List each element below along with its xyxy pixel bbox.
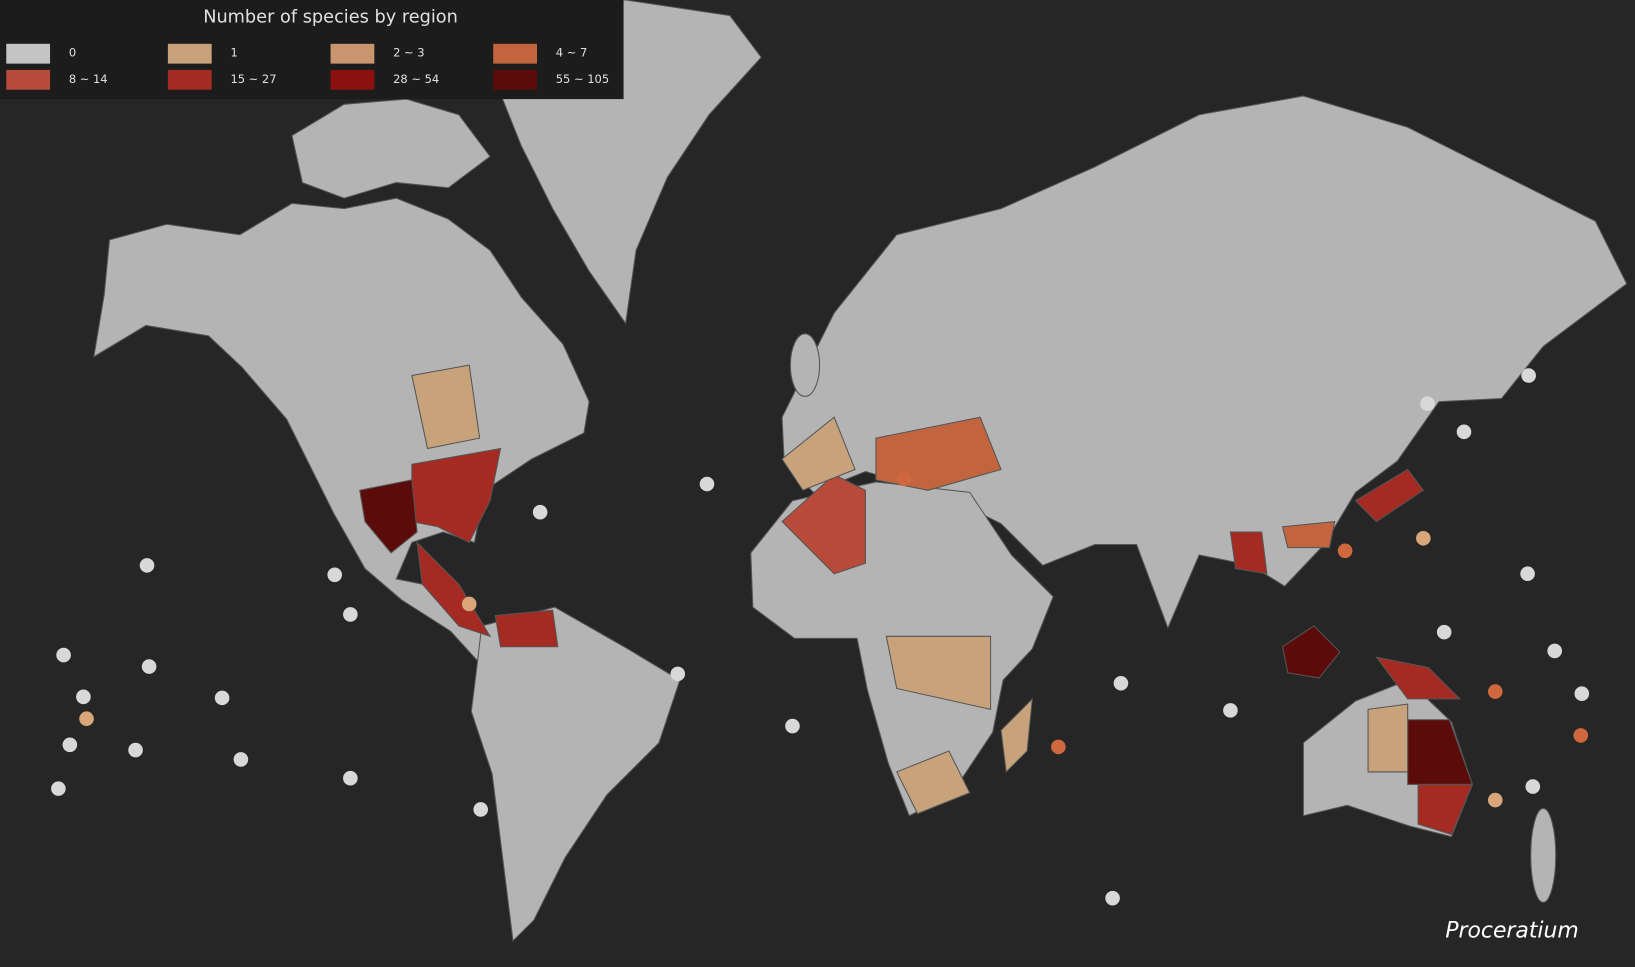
south-america <box>470 606 681 943</box>
region <box>875 416 1002 491</box>
uk <box>789 333 821 397</box>
region <box>1229 531 1268 575</box>
legend-swatch <box>6 69 51 90</box>
dot <box>56 647 71 663</box>
dot <box>1436 624 1452 640</box>
dot <box>1420 396 1435 412</box>
japan <box>1354 468 1425 523</box>
legend: 0 1 2 ~ 3 4 ~ 7 8 ~ 14 15 ~ 27 28 ~ 54 55 ~ 105 <box>6 43 609 90</box>
legend-label: 0 <box>69 46 76 60</box>
dot <box>532 504 548 520</box>
region <box>781 416 856 491</box>
north-america <box>93 197 590 667</box>
legend-label: 1 <box>230 46 237 60</box>
dot <box>1574 686 1590 701</box>
dot <box>1416 530 1431 546</box>
region <box>781 474 866 575</box>
dot <box>461 596 477 612</box>
dot <box>343 770 358 786</box>
genus-label: Proceratium <box>1445 919 1578 944</box>
dot <box>128 742 143 758</box>
region <box>411 364 481 450</box>
dot <box>214 690 230 706</box>
legend-swatch <box>493 43 538 64</box>
legend-swatch <box>6 43 51 64</box>
borneo <box>1281 625 1341 679</box>
legend-title: Number of species by region <box>203 8 458 28</box>
island-dots <box>51 368 1590 906</box>
arctic-islands <box>291 98 491 199</box>
dot <box>699 476 715 492</box>
dot <box>1051 739 1066 755</box>
dot <box>1113 675 1129 691</box>
region <box>359 479 418 554</box>
legend-label: 55 ~ 105 <box>556 72 609 86</box>
dot <box>139 558 155 573</box>
region <box>1281 520 1336 549</box>
legend-label: 28 ~ 54 <box>393 72 439 86</box>
region <box>896 750 971 815</box>
new-guinea <box>1375 656 1462 700</box>
legend-swatch <box>330 69 375 90</box>
legend-label: 4 ~ 7 <box>556 46 587 60</box>
dot <box>1521 368 1536 383</box>
dot <box>1456 424 1472 440</box>
legend-swatch <box>330 43 375 64</box>
dot <box>79 711 94 727</box>
region <box>416 540 492 638</box>
dot <box>896 471 912 487</box>
dot <box>1547 643 1563 659</box>
colored-regions <box>359 364 1474 836</box>
legend-swatch <box>167 43 212 64</box>
dot <box>473 802 488 817</box>
dot <box>62 737 78 753</box>
dot <box>1487 792 1503 808</box>
dot <box>670 666 686 682</box>
dot <box>327 567 343 583</box>
dot <box>141 659 157 674</box>
dot <box>1337 543 1353 559</box>
region <box>1000 697 1033 774</box>
dot <box>76 689 91 705</box>
legend-label: 8 ~ 14 <box>69 72 108 86</box>
dot <box>785 718 800 734</box>
eurasia <box>781 95 1628 630</box>
dot <box>1520 566 1535 582</box>
dot <box>1487 684 1503 699</box>
dot <box>233 752 249 767</box>
dot <box>1573 728 1589 743</box>
dot <box>51 781 66 796</box>
new-zealand <box>1530 807 1557 903</box>
region <box>885 635 992 710</box>
legend-label: 2 ~ 3 <box>393 46 424 60</box>
region <box>1367 703 1409 773</box>
dot <box>1105 890 1120 906</box>
legend-swatch <box>493 69 538 90</box>
dot <box>1525 779 1541 794</box>
legend-swatch <box>167 69 212 90</box>
legend-label: 15 ~ 27 <box>230 72 276 86</box>
nsw <box>1417 783 1474 836</box>
region <box>494 609 559 648</box>
dot <box>343 607 358 622</box>
dot <box>1223 703 1238 718</box>
